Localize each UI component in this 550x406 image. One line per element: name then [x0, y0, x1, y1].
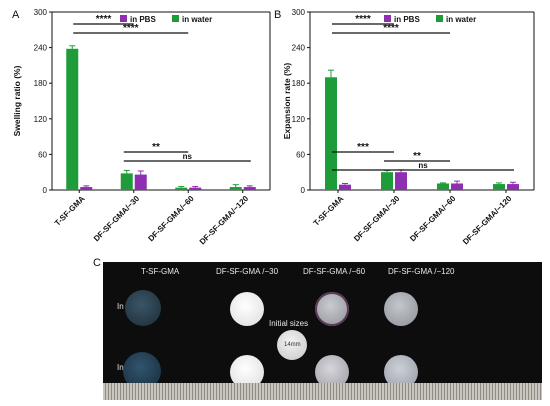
panel-a-x-tick-label: T-SF-GMA: [53, 194, 87, 228]
panel-b-y-tick-label: 240: [292, 44, 306, 53]
panel-b-significance-label: ****: [383, 23, 399, 34]
panel-b-significance-label: ***: [357, 142, 369, 153]
panel-b-x-tick-label: DF-SF-GMA/−60: [408, 194, 458, 244]
sample-disk-df120-pbs: [384, 292, 418, 326]
panel-a-bar-water: [229, 187, 242, 190]
bar-charts: A 0 60 120 180 240 300 Swelling ratio (%) in PBS…: [12, 8, 535, 247]
panel-a-bar-pbs: [189, 187, 202, 190]
panel-a-significance-label: ****: [96, 14, 112, 25]
panel-a-y-tick-label: 0: [43, 186, 48, 195]
panel-a-bar-pbs: [243, 187, 256, 190]
panel-b-x-tick-label: DF-SF-GMA/−120: [461, 194, 514, 247]
panel-b-bar-water: [437, 183, 449, 190]
panel-b-bar-pbs: [339, 184, 351, 190]
panel-b-bar-pbs: [507, 184, 519, 190]
initial-sizes-label: Initial sizes: [269, 319, 309, 328]
sample-disk-tsf-pbs: [125, 290, 161, 326]
panel-a-significance-label: **: [152, 142, 160, 153]
panel-a-legend-pbs-label: in PBS: [130, 15, 156, 24]
sample-disk-df60-pbs: [315, 292, 349, 326]
scale-label: 14mm: [284, 342, 301, 348]
panel-b-y-tick-label: 0: [301, 186, 306, 195]
panel-b-bar-water: [493, 184, 505, 190]
panel-b-y-tick-label: 180: [292, 79, 306, 88]
photo-col-label-3: DF-SF-GMA /−60: [303, 267, 366, 276]
panel-a-legend-pbs-swatch: [120, 15, 127, 22]
panel-a-y-tick-label: 240: [34, 44, 48, 53]
panel-a-x-tick-label: DF-SF-GMA/−30: [92, 194, 142, 244]
panel-b-significance-label: **: [413, 151, 421, 162]
panel-a-x-tick-label: DF-SF-GMA/−60: [146, 194, 196, 244]
initial-size-disk: [277, 330, 307, 360]
panel-b-legend-pbs-label: in PBS: [394, 15, 420, 24]
panel-b-significance-label: ****: [355, 14, 371, 25]
panel-b-bar-pbs: [395, 172, 407, 190]
panel-a-bar-pbs: [134, 174, 147, 190]
panel-a-bar-water: [66, 48, 79, 190]
panel-a-significance-label: ns: [183, 152, 193, 161]
panel-b-bar-water: [381, 172, 393, 190]
panel-a-y-tick-label: 60: [38, 150, 47, 159]
ruler: [103, 383, 542, 400]
photo-col-label-1: T-SF-GMA: [141, 267, 180, 276]
panel-b-y-tick-label: 60: [296, 150, 305, 159]
panel-b-significance-label: ns: [418, 161, 428, 170]
panel-a-y-axis-label: Swelling ratio (%): [12, 65, 22, 136]
panel-a-legend-water-swatch: [172, 15, 179, 22]
panel-b-y-tick-label: 300: [292, 8, 306, 17]
sample-photo: T-SF-GMA DF-SF-GMA /−30 DF-SF-GMA /−60 D…: [103, 262, 542, 400]
panel-a-bar-water: [175, 187, 188, 190]
sample-disk-df30-pbs: [230, 292, 264, 326]
panel-b-x-tick-label: DF-SF-GMA/−30: [352, 194, 402, 244]
panel-b-y-axis-label: Expansion rate (%): [282, 63, 292, 140]
panel-a-bar-pbs: [80, 187, 93, 190]
panel-a-significance-label: ****: [123, 23, 139, 34]
panel-a-x-tick-label: DF-SF-GMA/−120: [198, 194, 251, 247]
panel-b-legend-water-swatch: [436, 15, 443, 22]
panel-b-legend-water-label: in water: [446, 15, 476, 24]
panel-a-legend-water-label: in water: [182, 15, 212, 24]
panel-b-bar-pbs: [451, 183, 463, 190]
panel-a-y-tick-label: 300: [34, 8, 48, 17]
panel-b-letter: B: [274, 9, 281, 21]
panel-a-y-tick-label: 180: [34, 79, 48, 88]
panel-a-bar-water: [120, 173, 133, 190]
photo-col-label-2: DF-SF-GMA /−30: [216, 267, 279, 276]
panel-a-letter: A: [12, 9, 20, 21]
panel-b-bar-water: [325, 77, 337, 190]
panel-b-y-tick-label: 120: [292, 115, 306, 124]
panel-a-y-tick-label: 120: [34, 115, 48, 124]
photo-col-label-4: DF-SF-GMA /−120: [388, 267, 455, 276]
panel-b-legend-pbs-swatch: [384, 15, 391, 22]
panel-letter-c: C: [93, 257, 101, 269]
panel-b-x-tick-label: T-SF-GMA: [312, 194, 346, 228]
